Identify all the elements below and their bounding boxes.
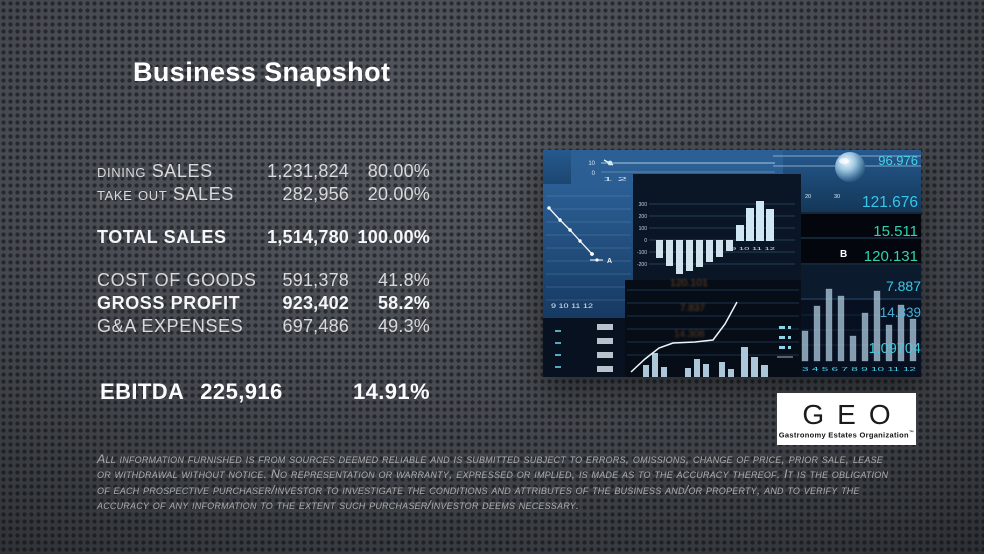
- row-label: G&A EXPENSES: [97, 316, 244, 336]
- row-label: GROSS PROFIT: [97, 293, 241, 313]
- table-row-gross-profit: GROSS PROFIT 923,402 58.2%: [97, 292, 437, 315]
- ticker-scale-30: 30: [834, 194, 840, 200]
- row-value: 1,231,824: [267, 161, 349, 181]
- table-row: dining SALES 1,231,824 80.00%: [97, 160, 437, 183]
- ticker-value: 121.676: [862, 194, 918, 211]
- financial-table: dining SALES 1,231,824 80.00% take out S…: [97, 160, 437, 338]
- y-axis-label: 100: [639, 226, 648, 232]
- ticker-value: 15.511: [873, 223, 918, 240]
- globe-sphere-icon: [835, 152, 865, 182]
- ticker-value: 120.131: [864, 248, 918, 265]
- table-row-total-sales: TOTAL SALES 1,514,780 100.00%: [97, 226, 437, 249]
- declining-line-chart: A 9 10 11 12: [543, 184, 635, 318]
- rising-line-chart: 120.101 7.837 14.308: [625, 277, 801, 377]
- faded-ticker-number: 7.837: [680, 303, 705, 314]
- series-a-label: A: [607, 258, 612, 265]
- disclaimer-text: All information furnished is from source…: [97, 452, 889, 512]
- row-percent: 14.91%: [352, 379, 430, 404]
- geo-logo-tagline: Gastronomy Estates Organization™: [779, 430, 914, 440]
- ticker-value: 7.887: [886, 278, 921, 294]
- table-row: COST OF GOODS 591,378 41.8%: [97, 269, 437, 292]
- row-percent: 41.8%: [377, 270, 430, 290]
- page-title: Business Snapshot: [133, 57, 391, 87]
- row-value: 282,956: [282, 184, 349, 204]
- faded-ticker-number: 14.308: [674, 329, 705, 340]
- trademark-symbol: ™: [908, 429, 915, 436]
- ticker-value: 1.09704: [869, 341, 921, 357]
- mini-legend-panel: [543, 318, 635, 377]
- row-value: 923,402: [282, 293, 349, 313]
- table-row: G&A EXPENSES 697,486 49.3%: [97, 315, 437, 338]
- ticker-scale-20: 20: [805, 194, 811, 200]
- row-value: 225,916: [200, 379, 283, 404]
- row-label: dining SALES: [97, 161, 213, 181]
- row-value: 1,514,780: [267, 227, 349, 247]
- row-percent: 80.00%: [367, 161, 430, 181]
- row-percent: 100.00%: [357, 227, 430, 247]
- row-value: 591,378: [282, 270, 349, 290]
- stock-charts-photo: 10 0 1 2 3 4 5 6 7 8 9 10 11 120.101 14.…: [543, 150, 921, 377]
- row-label: EBITDA: [100, 379, 185, 404]
- y-axis-label: -100: [637, 250, 647, 256]
- row-percent: 58.2%: [377, 293, 430, 313]
- ticker-x-labels: 3 4 5 6 7 8 9 10 11 12: [802, 367, 916, 373]
- y-axis-label: 0: [644, 238, 647, 244]
- waterfall-bar-chart: 300 200 100 0 -100 -200: [633, 174, 801, 280]
- scale-label-0: 0: [592, 171, 596, 177]
- mini-legend: [779, 326, 791, 349]
- row-label: TOTAL SALES: [97, 227, 227, 247]
- ticker-value: 96.976: [878, 153, 918, 168]
- ticker-bar-chart: [801, 288, 917, 362]
- geo-logo: GEO Gastronomy Estates Organization™: [777, 393, 916, 445]
- waterfall-x-labels: 9 10 11 12: [731, 246, 776, 251]
- y-axis-label: 300: [639, 202, 648, 208]
- geo-logo-name: GEO: [802, 398, 904, 430]
- row-label: COST OF GOODS: [97, 270, 257, 290]
- table-row: take out SALES 282,956 20.00%: [97, 183, 437, 206]
- y-axis-label: 200: [639, 214, 648, 220]
- geo-tagline-text: Gastronomy Estates Organization: [778, 430, 909, 440]
- ticker-value: 14.339: [880, 305, 921, 320]
- faded-ticker-number: 120.101: [670, 277, 708, 289]
- scale-label-10: 10: [588, 161, 595, 167]
- row-percent: 49.3%: [377, 316, 430, 336]
- ticker-panel: 96.976 20 30 121.676 15.511 B 120.131 7.…: [773, 152, 921, 377]
- y-axis-label: -200: [637, 262, 647, 268]
- row-label: take out SALES: [97, 184, 234, 204]
- left-chart-x-labels: 9 10 11 12: [551, 304, 594, 310]
- table-row-ebitda: EBITDA 225,916 14.91%: [100, 379, 430, 405]
- row-percent: 20.00%: [367, 184, 430, 204]
- row-value: 697,486: [282, 316, 349, 336]
- ticker-label-b: B: [840, 249, 847, 260]
